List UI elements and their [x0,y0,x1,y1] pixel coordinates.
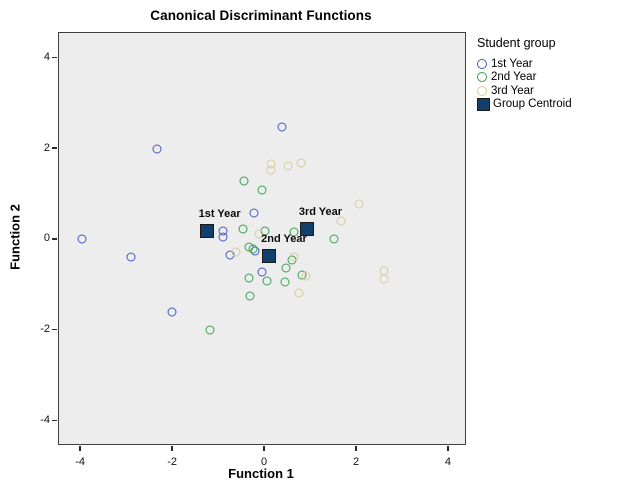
x-tick-mark [79,446,81,451]
legend-item-group-centroid: Group Centroid [477,97,622,112]
data-point-1st-year [249,208,259,218]
x-tick-mark [171,446,173,451]
data-point-2nd-year [238,224,248,234]
data-point-1st-year [152,144,162,154]
y-tick-label: 4 [43,50,50,63]
data-point-3rd-year [283,161,293,171]
data-point-2nd-year [329,234,339,244]
legend-item-2nd-year: 2nd Year [477,71,622,85]
legend-item-1st-year: 1st Year [477,57,622,71]
data-point-3rd-year [294,288,304,298]
data-point-3rd-year [336,216,346,226]
circle-swatch-icon [477,72,487,83]
data-point-group-centroid [199,223,214,238]
data-point-1st-year [218,232,228,242]
x-tick-label: 4 [444,456,452,468]
y-tick-label: -4 [40,413,50,426]
data-point-3rd-year [354,199,364,209]
data-point-2nd-year [257,185,267,194]
y-tick-mark [52,328,57,331]
legend-label: 3rd Year [491,84,534,97]
data-point-1st-year [257,267,267,277]
data-point-2nd-year [244,273,254,283]
x-tick-label: -4 [75,456,86,468]
data-point-1st-year [167,307,177,317]
chart-title: Canonical Discriminant Functions [150,8,372,23]
data-point-3rd-year [301,271,311,281]
legend-item-3rd-year: 3rd Year [477,84,622,98]
data-point-3rd-year [379,274,389,284]
data-point-1st-year [277,122,287,132]
data-point-2nd-year [289,227,299,237]
data-point-group-centroid [262,248,277,263]
x-tick-mark [263,446,265,451]
legend: Student group 1st Year 2nd Year 3rd Year Gr… [477,36,622,111]
y-tick-mark [52,147,57,149]
data-point-2nd-year [280,277,290,287]
data-point-3rd-year [289,252,299,262]
data-point-2nd-year [281,263,291,273]
legend-label: 2nd Year [491,71,537,84]
x-axis-label: Function 1 [228,466,294,481]
data-point-3rd-year [379,266,389,276]
x-tick-label: -2 [167,456,177,468]
data-point-2nd-year [205,325,215,335]
x-tick-mark [447,446,449,451]
data-point-3rd-year [296,158,306,168]
y-tick-label: 2 [43,141,50,154]
y-tick-mark [52,238,57,240]
x-tick-label: 0 [261,456,268,468]
data-point-1st-year [77,234,87,243]
centroid-label: 3rd Year [298,205,343,218]
x-tick-label: 2 [352,456,360,468]
plot-area: -4 -2 0 2 4 -4 -2 0 2 4 1st Year 2nd Year 3rd Year [40,32,466,468]
circle-swatch-icon [477,85,487,96]
square-swatch-icon [477,97,490,111]
legend-label: Group Centroid [493,98,572,111]
circle-swatch-icon [477,58,487,69]
data-point-2nd-year [262,276,272,286]
data-point-2nd-year [248,244,258,254]
y-axis-label: Function 2 [7,204,23,270]
data-point-2nd-year [239,176,249,186]
x-tick-mark [355,446,357,451]
data-point-1st-year [126,252,136,262]
legend-items: 1st Year 2nd Year 3rd Year Group Centroid [477,57,622,111]
legend-label: 1st Year [491,57,533,70]
centroid-label: 2nd Year [261,232,307,245]
data-point-3rd-year [254,229,264,238]
data-point-2nd-year [245,291,255,301]
y-tick-mark [52,419,57,422]
data-point-3rd-year [231,247,241,257]
y-tick-mark [52,56,57,59]
data-point-3rd-year [266,165,276,175]
y-tick-label: -2 [40,323,50,336]
y-tick-label: 0 [43,232,50,245]
data-point-group-centroid [299,221,314,236]
legend-title: Student group [477,36,556,50]
centroid-label: 1st Year [198,207,241,220]
